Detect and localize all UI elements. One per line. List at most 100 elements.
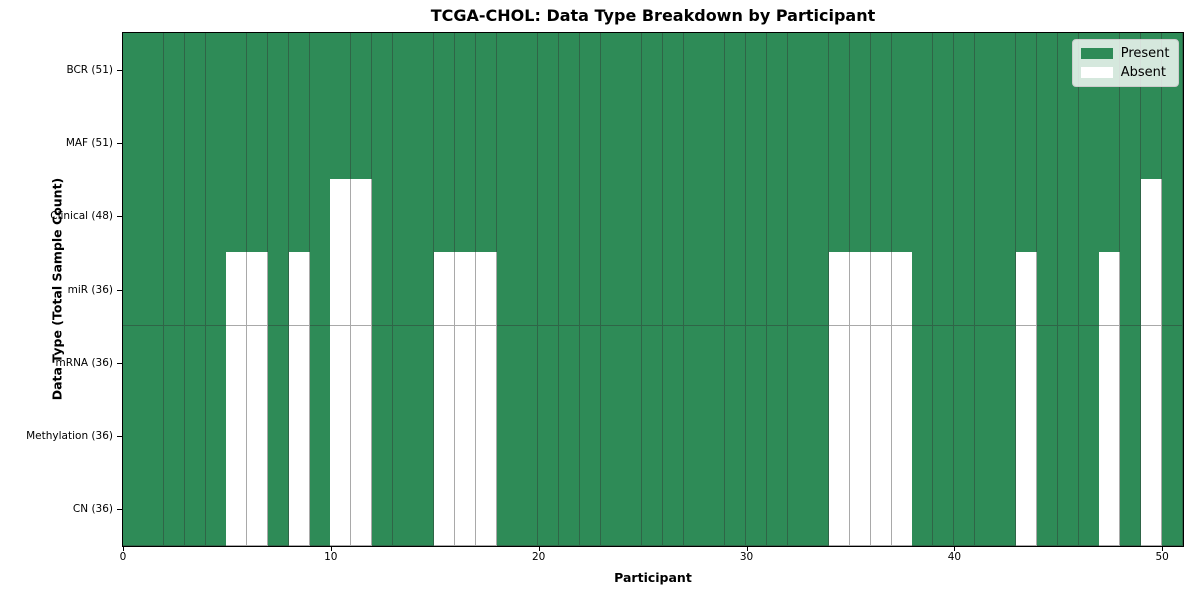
heatmap-cell xyxy=(184,472,206,547)
heatmap-cell xyxy=(683,472,705,547)
heatmap-cell xyxy=(1120,398,1142,473)
x-tick-mark xyxy=(330,546,332,551)
heatmap-cell xyxy=(870,252,892,327)
heatmap-cell xyxy=(891,325,913,400)
heatmap-cell xyxy=(912,252,934,327)
x-tick-label: 30 xyxy=(739,551,754,563)
x-tick-label: 0 xyxy=(119,551,127,563)
heatmap-cell xyxy=(808,472,830,547)
heatmap-cell xyxy=(455,105,477,180)
y-tick-mark xyxy=(117,216,122,218)
heatmap-cell xyxy=(496,325,518,400)
heatmap-cell xyxy=(1037,179,1058,254)
heatmap-cell xyxy=(704,325,726,400)
heatmap-cell xyxy=(247,105,269,180)
heatmap-cell xyxy=(392,398,414,473)
heatmap-cell xyxy=(995,472,1017,547)
heatmap-cell xyxy=(662,398,684,473)
heatmap-cell xyxy=(1057,325,1079,400)
heatmap-cell xyxy=(1016,32,1038,107)
heatmap-cell xyxy=(766,32,788,107)
heatmap-cell xyxy=(974,179,996,254)
heatmap-cell xyxy=(953,32,975,107)
heatmap-cell xyxy=(247,179,269,254)
heatmap-cell xyxy=(766,252,788,327)
heatmap-cell xyxy=(371,252,393,327)
heatmap-cell xyxy=(683,325,705,400)
legend-item-present: Present xyxy=(1080,45,1170,61)
y-tick-label: Methylation (36) xyxy=(26,430,113,443)
heatmap-cell xyxy=(891,472,913,547)
heatmap-cell xyxy=(434,105,456,180)
heatmap-cell xyxy=(870,398,892,473)
y-tick-label: MAF (51) xyxy=(65,136,113,149)
heatmap-cell xyxy=(808,252,830,327)
heatmap-cell xyxy=(1120,105,1142,180)
heatmap-cell xyxy=(455,472,477,547)
heatmap-cell xyxy=(849,105,871,180)
heatmap-cell xyxy=(164,105,186,180)
chart-title: TCGA-CHOL: Data Type Breakdown by Partic… xyxy=(430,6,876,25)
heatmap-cell xyxy=(995,105,1017,180)
heatmap-cell xyxy=(226,179,248,254)
heatmap-cell xyxy=(371,105,393,180)
heatmap-cell xyxy=(413,472,435,547)
heatmap-cell xyxy=(849,472,871,547)
y-tick-label: mRNA (36) xyxy=(55,356,113,369)
heatmap-cell xyxy=(787,105,809,180)
heatmap-cell xyxy=(309,398,331,473)
heatmap-cell xyxy=(953,325,975,400)
heatmap-cell xyxy=(912,325,934,400)
y-tick-label: miR (36) xyxy=(67,283,113,296)
heatmap-cell xyxy=(392,252,414,327)
y-axis-label: Data Type (Total Sample Count) xyxy=(49,177,65,401)
heatmap-cell xyxy=(642,252,664,327)
heatmap-cell xyxy=(849,179,871,254)
heatmap-cell xyxy=(1037,105,1058,180)
heatmap-cell xyxy=(1099,325,1121,400)
heatmap-cell xyxy=(288,179,310,254)
heatmap-cell xyxy=(642,179,664,254)
x-axis-label: Participant xyxy=(614,570,692,585)
heatmap-cell xyxy=(1099,472,1121,547)
heatmap-cell xyxy=(226,105,248,180)
heatmap-cell xyxy=(288,252,310,327)
heatmap-cell xyxy=(1120,472,1142,547)
heatmap-cell xyxy=(725,105,747,180)
heatmap-cell xyxy=(995,398,1017,473)
heatmap-cell xyxy=(662,472,684,547)
x-tick-mark xyxy=(1162,546,1164,551)
heatmap-cell xyxy=(953,105,975,180)
heatmap-cell xyxy=(746,325,768,400)
heatmap-cell xyxy=(787,325,809,400)
heatmap-cell xyxy=(558,105,580,180)
heatmap-cell xyxy=(267,398,289,473)
heatmap-cell xyxy=(164,32,186,107)
heatmap-cell xyxy=(455,252,477,327)
heatmap-cell xyxy=(330,252,352,327)
heatmap-cell xyxy=(164,325,186,400)
heatmap-cell xyxy=(829,179,851,254)
heatmap-cell xyxy=(413,252,435,327)
heatmap-cell xyxy=(434,32,456,107)
heatmap-cell xyxy=(309,325,331,400)
heatmap-cell xyxy=(1078,472,1100,547)
legend-label-present: Present xyxy=(1120,45,1170,61)
heatmap-cell xyxy=(184,32,206,107)
heatmap-cell xyxy=(953,252,975,327)
plot-area: Present Absent xyxy=(121,31,1184,547)
x-tick-label: 40 xyxy=(947,551,962,563)
heatmap-cell xyxy=(1057,252,1079,327)
heatmap-cell xyxy=(143,325,165,400)
heatmap-cell xyxy=(829,32,851,107)
heatmap-cell xyxy=(621,472,643,547)
heatmap-cell xyxy=(1037,252,1058,327)
heatmap-cell xyxy=(808,105,830,180)
heatmap-cell xyxy=(870,472,892,547)
heatmap-cell xyxy=(288,32,310,107)
heatmap-cell xyxy=(496,398,518,473)
heatmap-cell xyxy=(1099,105,1121,180)
heatmap-cell xyxy=(392,179,414,254)
heatmap-cell xyxy=(434,325,456,400)
heatmap-cell xyxy=(662,325,684,400)
